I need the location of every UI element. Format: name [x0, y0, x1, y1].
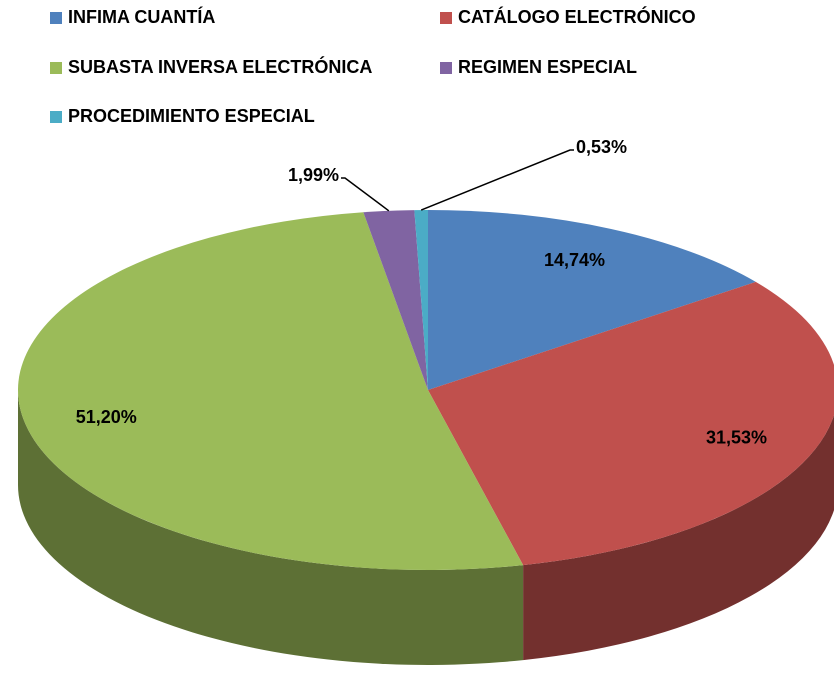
legend-swatch: [440, 12, 452, 24]
legend-swatch: [50, 62, 62, 74]
leader-line: [420, 149, 574, 211]
data-label: 0,53%: [576, 137, 627, 157]
legend-label: PROCEDIMIENTO ESPECIAL: [68, 106, 315, 126]
slice: [428, 281, 834, 566]
legend-label: INFIMA CUANTÍA: [68, 6, 215, 27]
slice: [428, 210, 756, 390]
legend-label: CATÁLOGO ELECTRÓNICO: [458, 6, 696, 27]
legend-swatch: [440, 62, 452, 74]
slice-side: [18, 390, 524, 665]
slice: [17, 212, 524, 570]
legend-label: REGIMEN ESPECIAL: [458, 57, 637, 77]
leader-line: [341, 177, 390, 212]
data-label: 31,53%: [706, 428, 767, 448]
slice-side: [523, 414, 834, 661]
data-label: 1,99%: [288, 165, 339, 185]
legend-swatch: [50, 111, 62, 123]
data-label: 51,20%: [76, 407, 137, 427]
slice: [363, 210, 428, 390]
slice: [414, 210, 428, 390]
legend-label: SUBASTA INVERSA ELECTRÓNICA: [68, 56, 372, 77]
data-label: 14,74%: [544, 250, 605, 270]
legend-swatch: [50, 12, 62, 24]
